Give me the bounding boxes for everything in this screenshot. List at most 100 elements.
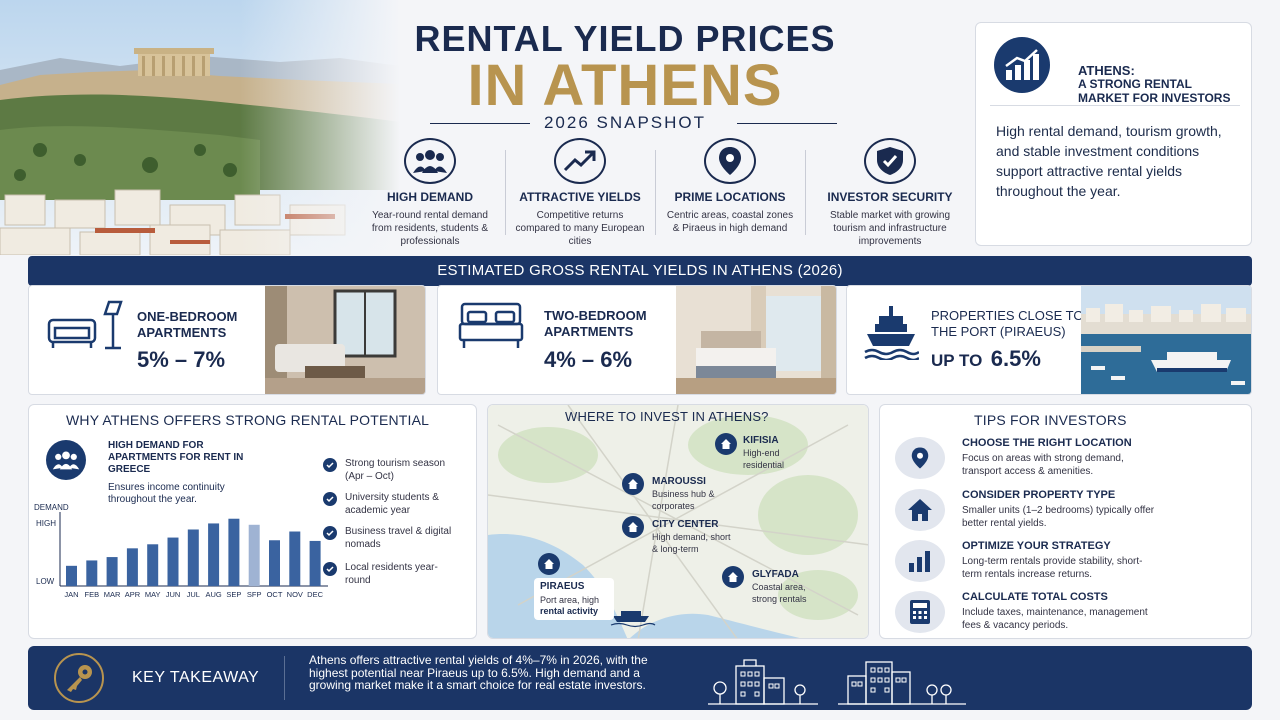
map-marker-city-center[interactable]: CITY CENTER High demand, short & long-ter… — [622, 516, 732, 555]
why-bullet-text: Strong tourism season (Apr – Oct) — [345, 458, 446, 482]
chart-xtick-label: DEC — [307, 590, 323, 599]
map-place-desc: Coastal area, strong rentals — [752, 582, 807, 604]
chart-ytick-high: HIGH — [36, 519, 56, 528]
chart-bar-mar — [106, 557, 118, 586]
yield-value-group: UP TO 6.5% — [931, 346, 1041, 372]
check-icon — [323, 458, 337, 472]
feature-desc: Year-round rental demand from residents,… — [371, 210, 489, 247]
feature-title: PRIME LOCATIONS — [674, 190, 786, 204]
map-place-name: CITY CENTER — [652, 519, 719, 530]
divider — [805, 150, 806, 235]
chart-bar-may — [147, 544, 159, 586]
tip-desc: Smaller units (1–2 bedrooms) typically o… — [962, 505, 1155, 529]
house-icon — [895, 489, 945, 531]
chart-xtick-label: OCT — [267, 590, 283, 599]
house-icon — [622, 516, 644, 538]
map-place-desc: Port area, high — [540, 595, 600, 605]
yield-value-prefix: UP TO — [931, 351, 983, 370]
chart-xtick-label: JAN — [64, 590, 78, 599]
chart-ylabel: DEMAND — [34, 503, 69, 512]
why-bullet: Local residents year-round — [323, 561, 460, 587]
key-takeaway-label: KEY TAKEAWAY — [132, 669, 260, 686]
map-marker-piraeus[interactable]: PIRAEUS Port area, high rental activity — [534, 578, 614, 620]
chart-bar-oct — [269, 540, 280, 586]
chart-xtick-label: NOV — [287, 590, 303, 599]
bar-chart-icon — [895, 540, 945, 582]
why-panel — [28, 404, 477, 639]
why-heading: HIGH DEMAND FOR APARTMENTS FOR RENT IN G… — [108, 440, 244, 475]
feature-investor-security: INVESTOR SECURITY Stable market with gro… — [815, 138, 965, 248]
chart-bar-sfp — [248, 524, 260, 586]
yield-label: ONE-BEDROOM APARTMENTS — [137, 309, 238, 340]
feature-title: ATTRACTIVE YIELDS — [519, 190, 641, 204]
growth-chart-icon — [994, 37, 1050, 93]
ship-icon — [863, 304, 920, 365]
people-icon — [404, 138, 456, 184]
tip-desc: Focus on areas with strong demand, trans… — [962, 453, 1124, 477]
chart-xtick-label: JUN — [166, 590, 181, 599]
tip-title: OPTIMIZE YOUR STRATEGY — [962, 540, 1111, 552]
piraeus-port-photo — [1081, 286, 1251, 394]
tip-title: CALCULATE TOTAL COSTS — [962, 591, 1108, 603]
chart-xtick-label: AUG — [205, 590, 221, 599]
why-title: WHY ATHENS OFFERS STRONG RENTAL POTENTIA… — [66, 412, 430, 428]
chart-bar-jun — [167, 537, 179, 586]
athens-map — [488, 405, 868, 638]
map-place-name: MAROUSSI — [652, 476, 706, 487]
subtitle: 2026 SNAPSHOT — [543, 113, 707, 132]
feature-desc: Stable market with growing tourism and i… — [829, 210, 951, 247]
feature-title: HIGH DEMAND — [387, 190, 473, 204]
shield-check-icon — [864, 138, 916, 184]
map-place-desc: Business hub & corporates — [652, 489, 715, 511]
divider — [284, 656, 285, 700]
demand-chart: DEMAND HIGH LOW JAN FEB MAR APR MAY JUN JUL AUG… — [34, 503, 328, 599]
yield-value: 4% – 6% — [544, 347, 633, 372]
yield-label: TWO-BEDROOM APARTMENTS — [544, 308, 647, 339]
chart-bar-dec — [309, 540, 321, 586]
sofa-lamp-icon — [45, 298, 125, 361]
why-bullet-text: University students & academic year — [345, 492, 439, 516]
acropolis-hero-image — [0, 0, 400, 255]
feature-attractive-yields: ATTRACTIVE YIELDS Competitive returns co… — [515, 138, 645, 248]
chart-ytick-low: LOW — [36, 577, 55, 586]
key-takeaway-band: KEY TAKEAWAY Athens offers attractive re… — [28, 646, 1252, 710]
map-marker-glyfada[interactable]: GLYFADA Coastal area, strong rentals — [722, 566, 822, 605]
why-bullet: Strong tourism season (Apr – Oct) — [323, 457, 460, 483]
map-marker-kifisia[interactable]: KIFISIA High-end residential — [715, 433, 803, 471]
house-icon[interactable] — [538, 553, 560, 575]
yield-value: 6.5% — [990, 346, 1041, 371]
feature-desc: Centric areas, coastal zones & Piraeus i… — [666, 210, 794, 234]
chart-bar-apr — [126, 548, 138, 586]
why-subheading: Ensures income continuity throughout the… — [108, 482, 225, 505]
tip-title: CONSIDER PROPERTY TYPE — [962, 489, 1116, 501]
check-icon — [323, 562, 337, 576]
yield-label: PROPERTIES CLOSE TO THE PORT (PIRAEUS) — [931, 308, 1084, 339]
map-marker-maroussi[interactable]: MAROUSSI Business hub & corporates — [622, 473, 722, 512]
people-icon — [46, 440, 86, 480]
tip-desc: Long-term rentals provide stability, sho… — [962, 556, 1143, 580]
chart-xtick-label: SFP — [247, 590, 262, 599]
map-place-name: KIFISIA — [743, 435, 779, 446]
map-title: WHERE TO INVEST IN ATHENS? — [565, 409, 769, 424]
key-takeaway-text: Athens offers attractive rental yields o… — [309, 653, 648, 692]
yield-card-piraeus: PROPERTIES CLOSE TO THE PORT (PIRAEUS) U… — [846, 285, 1252, 395]
yields-heading: ESTIMATED GROSS RENTAL YIELDS IN ATHENS … — [28, 256, 1252, 286]
feature-prime-locations: PRIME LOCATIONS Centric areas, coastal z… — [665, 138, 795, 235]
why-bullet: Business travel & digital nomads — [323, 525, 460, 551]
map-place-name: PIRAEUS — [540, 581, 585, 592]
house-icon — [622, 473, 644, 495]
map-place-desc: High-end residential — [743, 448, 785, 470]
intro-subheading: A STRONG RENTAL MARKET FOR INVESTORS — [1078, 77, 1231, 105]
chart-xtick-label: SEP — [226, 590, 241, 599]
chart-bar-feb — [86, 560, 98, 586]
house-icon — [722, 566, 744, 588]
feature-desc: Competitive returns compared to many Eur… — [515, 210, 645, 247]
intro-text: High rental demand, tourism growth, and … — [996, 123, 1222, 199]
ship-icon — [610, 611, 656, 628]
intro-card: ATHENS: A STRONG RENTAL MARKET FOR INVES… — [975, 22, 1252, 246]
title-line2: IN ATHENS — [467, 53, 783, 118]
tip-desc: Include taxes, maintenance, management f… — [962, 607, 1148, 631]
key-icon — [54, 653, 104, 703]
feature-title: INVESTOR SECURITY — [827, 190, 953, 204]
subtitle-divider — [737, 123, 837, 124]
